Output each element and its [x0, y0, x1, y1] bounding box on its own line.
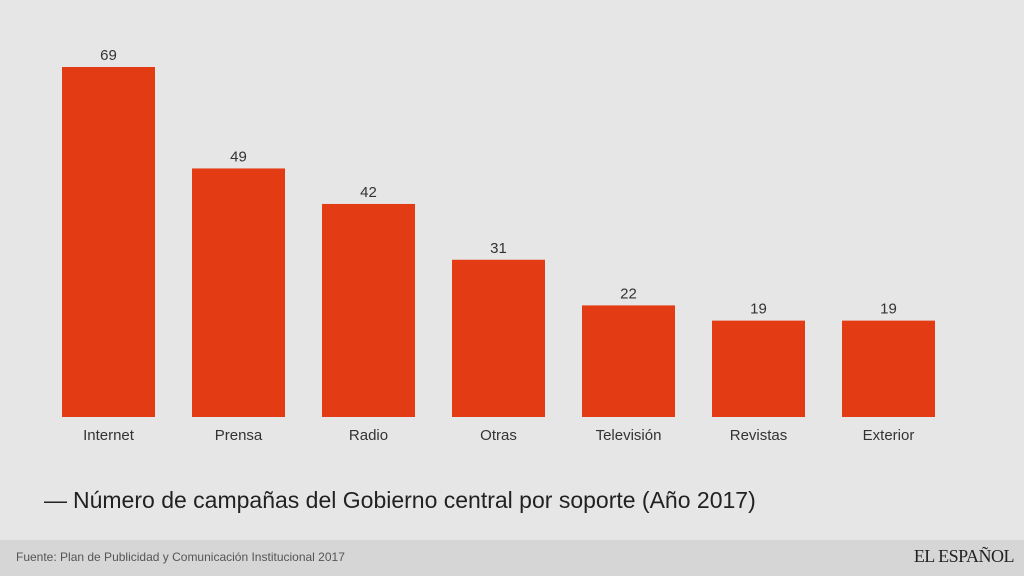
value-label-otras: 31: [490, 240, 507, 257]
value-label-radio: 42: [360, 184, 377, 201]
bar-internet: [62, 67, 155, 417]
category-label-televisión: Televisión: [596, 427, 662, 444]
category-label-exterior: Exterior: [863, 427, 915, 444]
bar-otras: [452, 259, 545, 417]
category-label-prensa: Prensa: [215, 427, 263, 444]
category-label-revistas: Revistas: [730, 427, 788, 444]
footer-bar: Fuente: Plan de Publicidad y Comunicació…: [0, 540, 1024, 576]
bar-radio: [322, 203, 415, 417]
caption-dash: —: [44, 487, 67, 513]
category-label-otras: Otras: [480, 427, 517, 444]
chart-caption: — Número de campañas del Gobierno central…: [44, 484, 756, 516]
category-label-radio: Radio: [349, 427, 388, 444]
el-espanol-logo: EL ESPAÑOL: [913, 546, 1015, 566]
category-label-internet: Internet: [83, 427, 135, 444]
source-text: Fuente: Plan de Publicidad y Comunicació…: [16, 550, 345, 564]
bar-chart: 69 Internet 49 Prensa 42 Radio 31 Otras 22 Televi…: [62, 47, 935, 444]
value-label-prensa: 49: [230, 148, 247, 165]
value-label-exterior: 19: [880, 301, 897, 318]
bar-exterior: [842, 320, 935, 417]
chart-title: Número de campañas del Gobierno central …: [73, 487, 756, 513]
value-label-revistas: 19: [750, 301, 767, 318]
bar-revistas: [712, 320, 805, 417]
bar-televisión: [582, 305, 675, 417]
value-label-internet: 69: [100, 47, 117, 64]
bar-prensa: [192, 168, 285, 417]
value-label-televisión: 22: [620, 285, 637, 302]
